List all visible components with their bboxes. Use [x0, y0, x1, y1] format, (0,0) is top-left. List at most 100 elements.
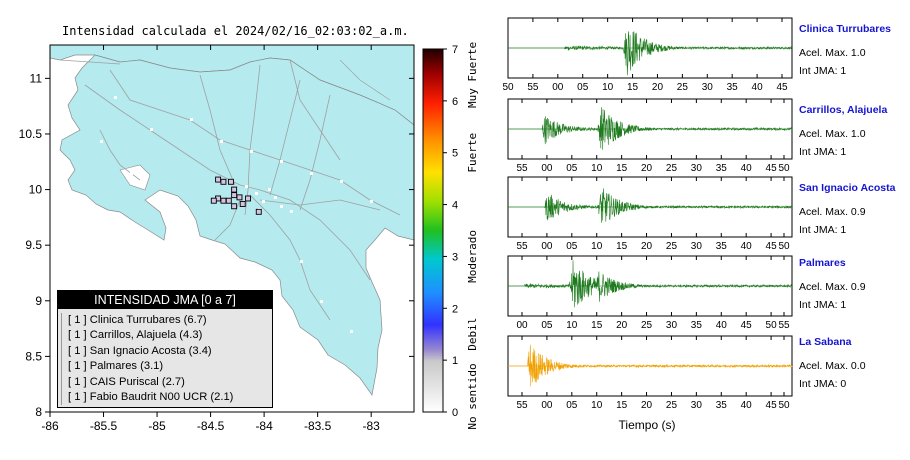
waveform-panel: 50 55 00 05 10 15 20 25 30 35 40 45: [502, 17, 793, 93]
colorbar-category-label: Debil: [466, 318, 479, 351]
waveform-tick-label: 20: [641, 241, 653, 252]
trace-info-4: La Sabana Acel. Max. 0.0 Int JMA: 0: [799, 333, 866, 393]
waveform-tick-label: 15: [616, 163, 628, 174]
waveform-tick-label: 05: [566, 400, 578, 411]
colorbar-labels: No sentido Debil Moderado Fuerte Muy Fuerte: [466, 42, 479, 430]
colorbar-ticks: 0 1 2 3 4 5 6 7: [443, 44, 458, 419]
station-marker: [231, 186, 238, 193]
waveform-tick-label: 00: [552, 82, 564, 93]
waveform-trace: [508, 107, 793, 150]
trace-jma: Int JMA: 1: [799, 224, 847, 236]
colorbar-tick-label: 3: [452, 251, 458, 263]
trace-info-2: San Ignacio Acosta Acel. Max. 0.9 Int JM…: [799, 179, 895, 239]
colorbar-tick-label: 6: [452, 96, 458, 108]
waveform-tick-label: 45: [766, 241, 778, 252]
waveform-tick-label: 25: [666, 241, 678, 252]
waveform-tick-label: 35: [716, 241, 728, 252]
colorbar-category-label: Moderado: [466, 230, 479, 283]
intensity-legend: INTENSIDAD JMA [0 a 7] [ 1 ] Clinica Tur…: [57, 290, 273, 408]
waveform-tick-label: 10: [591, 400, 603, 411]
waveform-tick-label: 40: [716, 320, 728, 331]
waveform-panel: 55 00 05 10 15 20 25 30 35 40 45 50: [507, 335, 793, 411]
waveform-tick-label: 30: [691, 163, 703, 174]
road-network: [84, 59, 401, 321]
map-y-axis: 11 10.5 10 9.5 9 8.5 8: [19, 71, 414, 419]
legend-entry: [ 1 ] San Ignacio Acosta (3.4): [61, 343, 272, 360]
map-y-tick-label: 9.5: [25, 238, 42, 252]
map-y-tick-label: 10.5: [19, 127, 43, 141]
trace-station-name: La Sabana: [799, 336, 852, 348]
colorbar-tick-label: 5: [452, 148, 458, 160]
waveform-tick-label: 15: [627, 82, 639, 93]
waveform-tick-label: 30: [691, 241, 703, 252]
waveform-tick-label: 25: [666, 400, 678, 411]
map-y-tick-label: 10: [29, 183, 43, 197]
waveform-tick-label: 10: [591, 163, 603, 174]
waveform-tick-label: 00: [541, 163, 553, 174]
waveform-trace: [508, 344, 793, 387]
map-y-tick-label: 8: [35, 405, 42, 419]
trace-jma: Int JMA: 0: [799, 378, 847, 390]
waveform-tick-label: 20: [616, 320, 628, 331]
station-marker: [210, 197, 217, 204]
waveform-tick-label: 15: [616, 400, 628, 411]
trace-info-0: Clinica Turrubares Acel. Max. 1.0 Int JM…: [799, 20, 891, 80]
waveform-tick-label: 10: [566, 320, 578, 331]
colorbar-category-label: No sentido: [466, 363, 479, 429]
map-x-tick-label: -84.5: [197, 419, 225, 433]
trace-accel: Acel. Max. 1.0: [799, 47, 866, 59]
waveform-tick-label: 00: [516, 320, 528, 331]
waveform-tick-label: 05: [577, 82, 589, 93]
trace-jma: Int JMA: 1: [799, 65, 847, 77]
station-marker: [245, 195, 252, 202]
trace-station-name: San Ignacio Acosta: [799, 182, 896, 194]
waveform-tick-label: 40: [752, 82, 764, 93]
station-marker: [220, 178, 227, 185]
waveform-tick-label: 25: [666, 163, 678, 174]
trace-station-name: Palmares: [799, 257, 846, 269]
waveform-tick-label: 10: [591, 241, 603, 252]
trace-accel: Acel. Max. 0.9: [799, 281, 866, 293]
waveform-tick-label: 40: [741, 163, 753, 174]
waveform-tick-label: 55: [516, 400, 528, 411]
colorbar-tick-label: 0: [452, 407, 458, 419]
station-marker: [220, 197, 227, 204]
station-marker: [255, 208, 262, 215]
waveform-tick-label: 45: [776, 82, 788, 93]
waveform-panel: 55 00 05 10 15 20 25 30 35 40 45 50: [507, 98, 793, 174]
map-y-tick-label: 9: [35, 294, 42, 308]
waveform-tick-label: 55: [516, 241, 528, 252]
waveform-tick-label: 55: [527, 82, 539, 93]
map-title: Intensidad calculada el 2024/02/16_02:03…: [62, 24, 409, 38]
waveform-tick-label: 50: [778, 400, 790, 411]
station-markers: [210, 176, 262, 215]
legend-entry: [ 1 ] Palmares (3.1): [61, 359, 272, 375]
legend-entry: [ 1 ] CAIS Puriscal (2.7): [61, 374, 272, 391]
trace-accel: Acel. Max. 0.0: [799, 360, 866, 372]
waveform-tick-label: 05: [566, 163, 578, 174]
waveform-tick-label: 20: [641, 163, 653, 174]
waveform-tick-label: 50: [502, 82, 514, 93]
gulf-water: [119, 164, 151, 191]
waveform-tick-label: 15: [591, 320, 603, 331]
waveform-tick-label: 35: [716, 400, 728, 411]
trace-station-name: Clinica Turrubares: [799, 23, 891, 35]
waveform-tick-label: 20: [652, 82, 664, 93]
waveform-tick-label: 25: [641, 320, 653, 331]
legend-entry: [ 1 ] Clinica Turrubares (6.7): [61, 313, 272, 329]
waveform-tick-label: 30: [702, 82, 714, 93]
waveform-tick-label: 10: [602, 82, 614, 93]
waveform-panel: 00 05 10 15 20 25 30 35 40 45 50 55: [507, 255, 793, 331]
waveform-trace: [508, 188, 793, 223]
map-y-tick-label: 11: [30, 71, 43, 85]
waveform-tick-label: 45: [766, 400, 778, 411]
station-marker: [231, 203, 238, 210]
waveform-tick-label: 30: [666, 320, 678, 331]
waveform-tick-label: 55: [516, 163, 528, 174]
colorbar-tick-label: 1: [452, 355, 458, 367]
waveform-tick-label: 00: [541, 400, 553, 411]
waveform-tick-label: 45: [766, 163, 778, 174]
waveform-tick-label: 30: [691, 400, 703, 411]
map-x-tick-label: -83: [363, 419, 381, 433]
